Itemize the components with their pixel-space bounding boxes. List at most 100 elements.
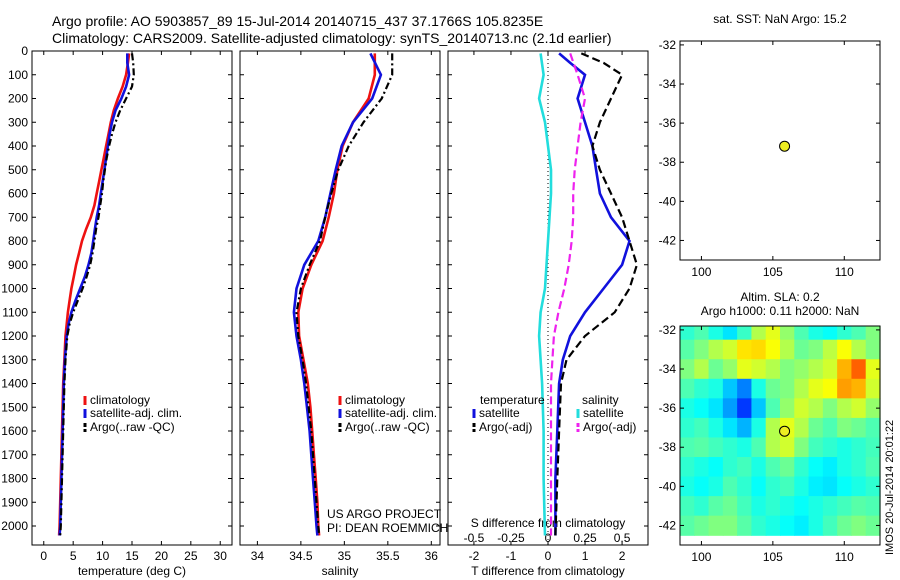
- sla-cell: [765, 398, 781, 419]
- timestamp-stamp: IMOS 20-Jul-2014 20:01:22: [884, 420, 896, 555]
- map-frame: [679, 40, 881, 261]
- sla-cell: [680, 339, 695, 360]
- sla-cell: [680, 359, 695, 380]
- y-tick-label: 0: [21, 44, 28, 58]
- sla-cell: [837, 398, 853, 419]
- x-tick-label: 110: [835, 550, 854, 564]
- sla-cell: [737, 457, 753, 478]
- sla-cell: [822, 515, 838, 536]
- sla-cell: [708, 476, 724, 497]
- plot-frame: [31, 50, 233, 546]
- sla-cell: [765, 378, 781, 399]
- y-tick-label: 1100: [2, 305, 28, 319]
- y-tick-label: 1200: [1, 329, 28, 343]
- legend-entry: satellite: [479, 406, 520, 420]
- credits: US ARGO PROJECT PI: DEAN ROEMMICH IMOS 2…: [327, 420, 896, 555]
- sla-cell: [694, 378, 710, 399]
- sla-cell: [780, 476, 795, 497]
- sla-cell: [851, 457, 867, 478]
- argo-location-marker: [779, 140, 791, 152]
- sst-map-panel: 100 105 110 -32 -34 -36 -38 -40 -42 sat. SST: NaN…: [659, 12, 881, 279]
- sla-cell: [808, 515, 824, 536]
- sla-cell: [680, 496, 695, 517]
- y-tick-label: -32: [659, 38, 677, 52]
- sla-cell: [808, 476, 824, 497]
- sla-cell: [865, 496, 881, 517]
- sla-cell: [737, 417, 753, 439]
- sla-cell: [794, 378, 810, 399]
- y-tick-label: -40: [659, 194, 677, 208]
- sla-map-panel: 100 105 110 -32 -34 -36 -38 -40 -42 Altim. SLA: 0…: [659, 290, 881, 564]
- y-tick-label: -36: [659, 401, 677, 415]
- sla-cell: [694, 457, 710, 478]
- sla-cell: [708, 515, 724, 536]
- secondary-x-tick-label: -0.25: [497, 531, 525, 545]
- y-tick-label: -38: [659, 440, 677, 454]
- y-tick-label: 1400: [1, 377, 28, 391]
- sla-cell: [708, 398, 724, 419]
- y-tick-label: 1700: [1, 448, 28, 462]
- x-tick-label: 35.5: [376, 549, 400, 563]
- y-tick-label: 400: [8, 139, 28, 153]
- sla-cell: [851, 417, 867, 439]
- sla-cell: [808, 359, 824, 380]
- y-tick-label: 700: [8, 210, 28, 224]
- y-tick-label: 1000: [1, 282, 28, 296]
- sla-cell: [794, 326, 810, 341]
- sla-cell: [765, 417, 781, 439]
- sla-cell: [708, 326, 724, 341]
- pi-credit: PI: DEAN ROEMMICH: [327, 521, 448, 535]
- sla-cell: [751, 339, 767, 360]
- sla-cell: [765, 359, 781, 380]
- y-tick-label: -42: [659, 233, 677, 247]
- x-tick-label: 5: [70, 549, 77, 563]
- difference-panel: -2 -1 0 1 2-0.5 -0.25 0 0.25 0.5S difference fro…: [447, 50, 649, 578]
- x-tick-label: -1: [506, 549, 517, 563]
- sla-cell: [765, 457, 781, 478]
- sla-cell: [708, 457, 724, 478]
- secondary-x-tick-label: 0.25: [573, 531, 597, 545]
- sla-cell: [722, 378, 738, 399]
- sla-cell: [780, 457, 795, 478]
- series-line-salinity-3: [549, 53, 587, 536]
- sla-cell: [851, 437, 867, 458]
- x-tick-label: 2: [619, 549, 626, 563]
- plot-frame: [239, 50, 441, 546]
- sla-cell: [851, 378, 867, 399]
- sla-cell: [808, 339, 824, 360]
- sla-cell: [737, 339, 753, 360]
- sla-cell: [680, 378, 695, 399]
- sla-cell: [865, 378, 881, 399]
- sla-cell: [822, 417, 838, 439]
- sla-cell: [722, 437, 738, 458]
- x-tick-label: 15: [125, 549, 139, 563]
- sst-map-title: sat. SST: NaN Argo: 15.2: [713, 12, 847, 26]
- y-tick-label: -34: [659, 77, 677, 91]
- y-tick-label: 500: [8, 163, 28, 177]
- sla-cell: [708, 417, 724, 439]
- sla-cell: [751, 378, 767, 399]
- y-tick-label: 900: [8, 258, 28, 272]
- y-tick-label: 1300: [1, 353, 28, 367]
- sla-cell: [765, 515, 781, 536]
- sla-cell: [694, 398, 710, 419]
- legend-group-title: salinity: [582, 393, 619, 407]
- x-tick-label: 0: [545, 549, 552, 563]
- sla-cell: [822, 476, 838, 497]
- y-tick-label: 1500: [1, 400, 28, 414]
- sla-cell: [680, 476, 695, 497]
- x-tick-label: 30: [214, 549, 228, 563]
- sla-cell: [694, 437, 710, 458]
- sla-cell: [694, 476, 710, 497]
- figure-title-line1: Argo profile: AO 5903857_89 15-Jul-2014 …: [52, 13, 544, 29]
- legend-entry: climatology: [90, 393, 150, 407]
- sla-cell: [837, 457, 853, 478]
- sla-cell: [780, 326, 795, 341]
- sla-cell: [737, 326, 753, 341]
- sla-cell: [765, 326, 781, 341]
- sla-cell: [865, 398, 881, 419]
- sla-cell: [865, 457, 881, 478]
- sla-cell: [694, 359, 710, 380]
- sla-cell: [680, 417, 695, 439]
